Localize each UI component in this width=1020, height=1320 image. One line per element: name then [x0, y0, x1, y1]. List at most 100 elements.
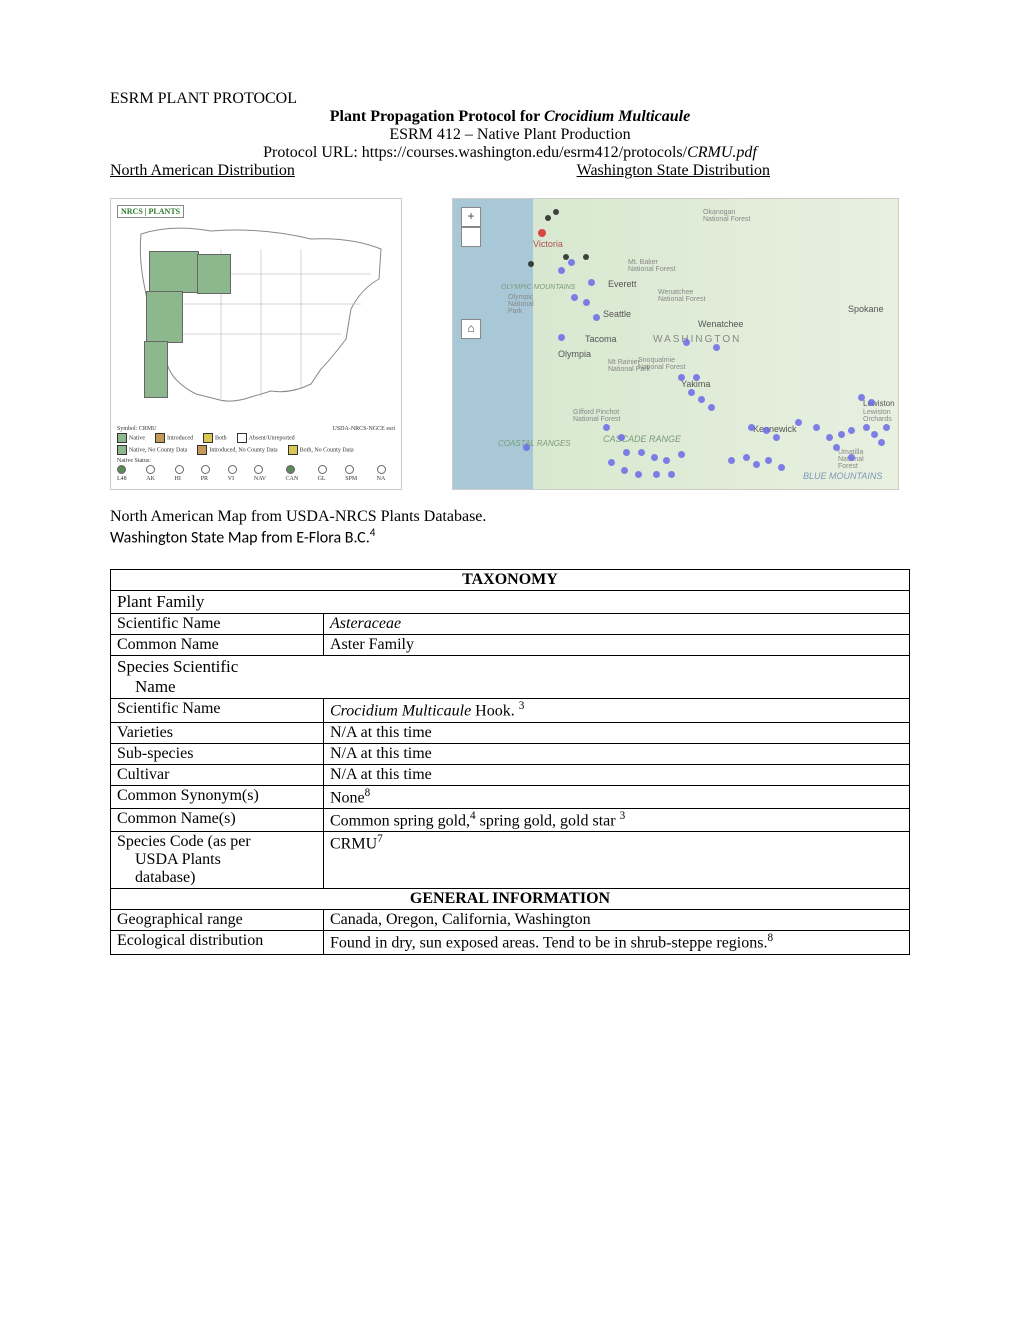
eco-dist-value: Found in dry, sun exposed areas. Tend to… [324, 931, 910, 954]
status-hi: HI [175, 476, 181, 482]
na-shaded-ab [197, 254, 231, 294]
map-point [588, 279, 595, 286]
eco-text: Found in dry, sun exposed areas. Tend to… [330, 935, 767, 952]
title-species: Crocidium Multicaule [544, 108, 690, 125]
legend-both: Both [215, 435, 227, 441]
na-map: NRCS | PLANTS Symbol: CRMU USDA-NRCS-NGC… [110, 198, 402, 490]
common-names-value: Common spring gold,4 spring gold, gold s… [324, 808, 910, 831]
map-point [826, 434, 833, 441]
map-point [571, 294, 578, 301]
map-point [688, 389, 695, 396]
map-point [683, 339, 690, 346]
plant-family-header: Plant Family [111, 591, 910, 614]
status-pr: PR [201, 476, 208, 482]
legend-absent: Absent/Unreported [249, 435, 295, 441]
taxonomy-header: TAXONOMY [111, 570, 910, 591]
map-point [743, 454, 750, 461]
url-prefix: Protocol URL: https://courses.washington… [263, 144, 687, 161]
syn-text: None [330, 789, 365, 806]
map-point [623, 449, 630, 456]
map-zoom-out[interactable] [461, 227, 481, 247]
cname1: Common spring gold, [330, 812, 470, 829]
caption-wa-sup: 4 [370, 526, 376, 540]
common-name-label: Common Name [111, 635, 324, 656]
varieties-label: Varieties [111, 722, 324, 743]
header-esrm: ESRM PLANT PROTOCOL [110, 90, 910, 108]
url-file: CRMU.pdf [687, 144, 757, 161]
map-point [773, 434, 780, 441]
map-point [583, 299, 590, 306]
common-names-label: Common Name(s) [111, 808, 324, 831]
status-gl: GL [318, 476, 326, 482]
code-lbl2: USDA Plants [117, 851, 221, 869]
na-shaded-bc [149, 251, 199, 293]
map-point [708, 404, 715, 411]
label-wenatchee: Wenatchee [698, 319, 743, 329]
map-point [621, 467, 628, 474]
map-point [883, 424, 890, 431]
label-cascade: CASCADE RANGE [603, 434, 681, 444]
geo-range-label: Geographical range [111, 910, 324, 931]
map-point [813, 424, 820, 431]
cultivar-label: Cultivar [111, 764, 324, 785]
map-point [553, 209, 559, 215]
legend-native: Native [129, 435, 145, 441]
map-point [678, 451, 685, 458]
header-course: ESRM 412 – Native Plant Production [110, 126, 910, 144]
map-home-button[interactable]: ⌂ [461, 319, 481, 339]
map-point [545, 215, 551, 221]
title-prefix: Plant Propagation Protocol for [330, 108, 544, 125]
distribution-headers: North American Distribution Washington S… [110, 162, 910, 180]
map-point [863, 424, 870, 431]
cultivar-value: N/A at this time [324, 764, 910, 785]
label-blue-mtns: BLUE MOUNTAINS [803, 471, 882, 481]
map-point [523, 444, 530, 451]
na-shaded-wa-or [146, 291, 183, 343]
status-l48: L48 [117, 476, 127, 482]
sp-sci-label: Scientific Name [111, 699, 324, 722]
label-olympic-mtns: OLYMPIC MOUNTAINS [501, 284, 575, 291]
species-code-label: Species Code (as perUSDA Plantsdatabase) [111, 832, 324, 889]
status-spm: SPM [345, 476, 357, 482]
map-point [558, 334, 565, 341]
sp-sci-rest: Hook. [471, 703, 519, 720]
code-sup: 7 [377, 833, 383, 845]
synonym-value: None8 [324, 785, 910, 808]
label-olympia: Olympia [558, 349, 591, 359]
map-point-red [538, 229, 546, 237]
geo-range-value: Canada, Oregon, California, Washington [324, 910, 910, 931]
legend-introduced: Introduced [167, 435, 193, 441]
label-tacoma: Tacoma [585, 334, 617, 344]
map-point [693, 374, 700, 381]
map-point [653, 471, 660, 478]
map-point [763, 427, 770, 434]
eco-dist-label: Ecological distribution [111, 931, 324, 954]
native-status-label: Native Status: [117, 457, 395, 465]
common-name-value: Aster Family [324, 635, 910, 656]
map-point [638, 449, 645, 456]
na-source: USDA-NRCS-NGCE esri [332, 425, 395, 433]
map-point [848, 454, 855, 461]
label-coastal: COASTAL RANGES [498, 439, 571, 448]
synonym-label: Common Synonym(s) [111, 785, 324, 808]
label-olympic-np: Olympic National Park [508, 294, 548, 315]
map-zoom-in[interactable]: + [461, 207, 481, 227]
caption-wa-map: Washington State Map from E-Flora B.C.4 [110, 526, 910, 547]
map-point [603, 424, 610, 431]
map-point [651, 454, 658, 461]
status-vi: VI [228, 476, 234, 482]
cname2: spring gold, gold star [476, 812, 620, 829]
map-point [838, 431, 845, 438]
map-point [668, 471, 675, 478]
wa-map: + ⌂ WASHINGTON CASCADE RANGE BLUE MOUNTA… [452, 198, 899, 490]
map-point [713, 344, 720, 351]
label-spokane: Spokane [848, 304, 884, 314]
map-point [871, 431, 878, 438]
taxonomy-table: TAXONOMY Plant Family Scientific Name As… [110, 569, 910, 954]
map-point [568, 259, 575, 266]
species-code-value: CRMU7 [324, 832, 910, 889]
map-point [635, 471, 642, 478]
label-mtbaker: Mt. Baker National Forest [628, 259, 678, 273]
na-symbol: Symbol: CRMU [117, 425, 157, 433]
status-nav: NAV [254, 476, 266, 482]
